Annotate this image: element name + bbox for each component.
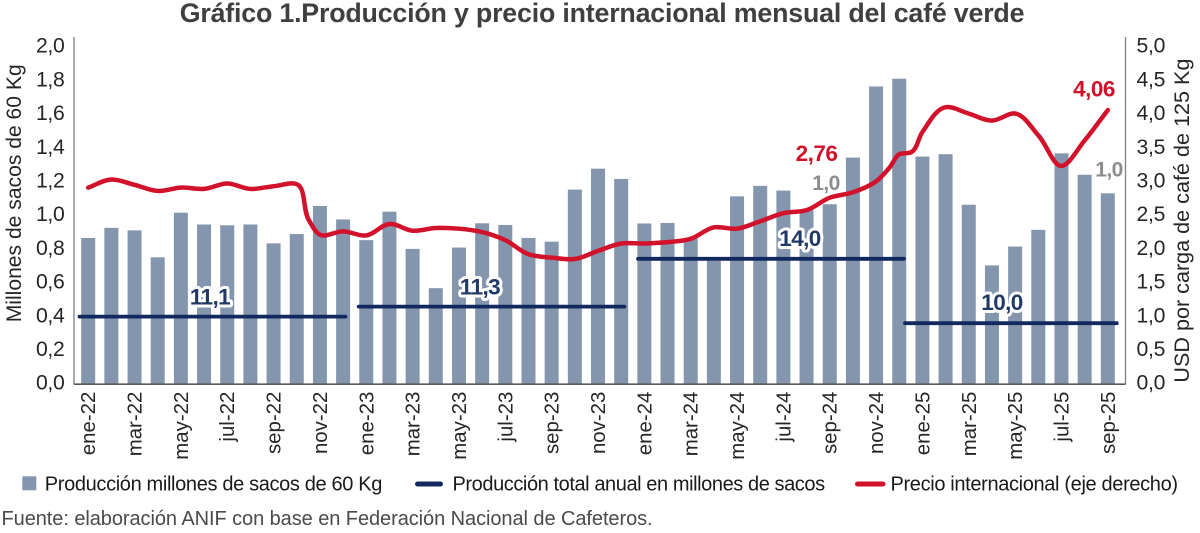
svg-text:11,3: 11,3: [460, 275, 500, 300]
svg-text:10,0: 10,0: [981, 290, 1022, 315]
svg-text:sep-25: sep-25: [1098, 392, 1120, 454]
svg-text:USD por carga de café de 125 K: USD por carga de café de 125 Kg: [1169, 59, 1194, 383]
svg-text:11,1: 11,1: [190, 285, 230, 310]
svg-text:sep-24: sep-24: [820, 392, 842, 454]
svg-text:1,0: 1,0: [36, 203, 65, 226]
svg-text:may-24: may-24: [727, 392, 749, 460]
svg-text:0,4: 0,4: [36, 304, 65, 327]
svg-text:14,0: 14,0: [779, 226, 820, 251]
svg-text:0,0: 0,0: [36, 372, 65, 395]
svg-text:5,0: 5,0: [1137, 35, 1166, 58]
svg-text:nov-22: nov-22: [310, 392, 332, 454]
svg-text:1,8: 1,8: [36, 68, 65, 91]
svg-text:2,76: 2,76: [796, 141, 838, 166]
svg-text:Gráfico 1.Producción y precio: Gráfico 1.Producción y precio internacio…: [180, 0, 1025, 28]
svg-text:jul-22: jul-22: [217, 392, 239, 443]
svg-text:1,0: 1,0: [812, 172, 839, 195]
svg-text:4,0: 4,0: [1137, 102, 1166, 125]
svg-text:1,0: 1,0: [1095, 159, 1122, 182]
svg-text:jul-23: jul-23: [495, 392, 517, 443]
svg-text:ene-24: ene-24: [634, 392, 656, 456]
svg-text:1,4: 1,4: [36, 136, 65, 159]
svg-text:4,5: 4,5: [1137, 68, 1166, 91]
svg-text:3,5: 3,5: [1137, 136, 1166, 159]
svg-text:3,0: 3,0: [1137, 170, 1166, 193]
svg-text:1,2: 1,2: [36, 170, 65, 193]
svg-text:0,2: 0,2: [36, 338, 65, 361]
svg-text:0,0: 0,0: [1137, 372, 1166, 395]
svg-text:ene-25: ene-25: [912, 392, 934, 456]
svg-text:Precio internacional (eje dere: Precio internacional (eje derecho): [891, 474, 1178, 496]
svg-text:may-23: may-23: [449, 392, 471, 460]
svg-text:1,5: 1,5: [1137, 271, 1166, 294]
svg-text:sep-23: sep-23: [542, 392, 564, 454]
svg-text:0,5: 0,5: [1137, 338, 1166, 361]
svg-text:ene-22: ene-22: [78, 392, 100, 456]
svg-text:Millones de sacos de 60 Kg: Millones de sacos de 60 Kg: [3, 64, 26, 322]
svg-text:nov-24: nov-24: [866, 392, 888, 454]
svg-text:1,0: 1,0: [1137, 304, 1166, 327]
svg-text:mar-24: mar-24: [681, 392, 703, 457]
svg-text:Producción total anual en mill: Producción total anual en millones de sa…: [453, 474, 826, 496]
svg-text:2,5: 2,5: [1137, 203, 1166, 226]
svg-text:Fuente: elaboración ANIF con b: Fuente: elaboración ANIF con base en Fed…: [2, 508, 653, 528]
svg-text:jul-24: jul-24: [773, 392, 795, 443]
svg-text:1,6: 1,6: [36, 102, 65, 125]
svg-text:0,8: 0,8: [36, 237, 65, 260]
svg-text:mar-23: mar-23: [403, 392, 425, 457]
svg-text:ene-23: ene-23: [356, 392, 378, 456]
svg-text:may-22: may-22: [171, 392, 193, 460]
svg-text:nov-23: nov-23: [588, 392, 610, 454]
svg-text:sep-22: sep-22: [264, 392, 286, 454]
svg-text:mar-25: mar-25: [959, 392, 981, 457]
svg-text:2,0: 2,0: [1137, 237, 1166, 260]
svg-text:0,6: 0,6: [36, 271, 65, 294]
svg-text:Producción millones de sacos d: Producción millones de sacos de 60 Kg: [45, 474, 382, 496]
svg-text:2,0: 2,0: [36, 35, 65, 58]
svg-text:mar-22: mar-22: [125, 392, 147, 457]
svg-text:jul-25: jul-25: [1051, 392, 1073, 443]
svg-text:4,06: 4,06: [1073, 77, 1115, 102]
svg-text:may-25: may-25: [1005, 392, 1027, 460]
